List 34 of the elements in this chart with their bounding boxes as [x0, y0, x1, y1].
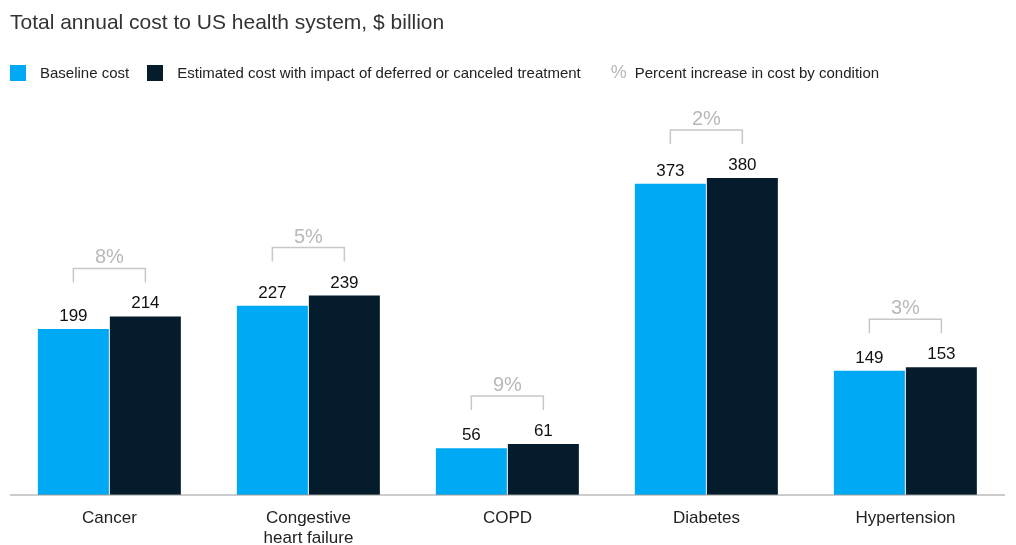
bar — [109, 316, 181, 495]
x-tick-label: Diabetes — [672, 508, 741, 527]
legend-label: Estimated cost with impact of deferred or canceled treatment — [177, 64, 581, 81]
data-label: 214 — [131, 293, 160, 313]
data-label: 153 — [927, 344, 956, 364]
data-label: 227 — [258, 282, 287, 302]
bar — [435, 448, 507, 495]
annotation: 5% — [293, 224, 324, 247]
bar — [236, 305, 308, 495]
x-tick-label: Cancer — [82, 508, 138, 527]
annotation: 3% — [890, 296, 921, 319]
chart-title: Total annual cost to US health system, $ billion — [10, 10, 445, 34]
annotation: 8% — [94, 245, 125, 268]
data-label: 380 — [728, 155, 757, 174]
data-label: 61 — [533, 421, 553, 441]
data-label: 239 — [330, 272, 359, 292]
bar — [507, 444, 579, 495]
x-tick-label: Congestive heart failure — [263, 508, 354, 545]
text: % Percent increase in cost by condition — [610, 62, 880, 82]
x-tick-label: Hypertension — [855, 508, 956, 527]
bar — [706, 178, 778, 495]
x-tick-label: COPD — [482, 508, 533, 527]
text: 2% — [691, 107, 722, 129]
annotation: 9% — [492, 373, 523, 396]
bar — [905, 367, 977, 495]
legend-label: Baseline cost — [40, 64, 130, 81]
bar — [634, 183, 706, 495]
bar — [308, 295, 380, 495]
bar — [833, 370, 905, 495]
data-label: 149 — [855, 347, 884, 367]
bar — [37, 328, 109, 495]
data-label: 56 — [461, 425, 481, 445]
data-label: 373 — [656, 160, 685, 180]
data-label: 199 — [59, 305, 88, 325]
